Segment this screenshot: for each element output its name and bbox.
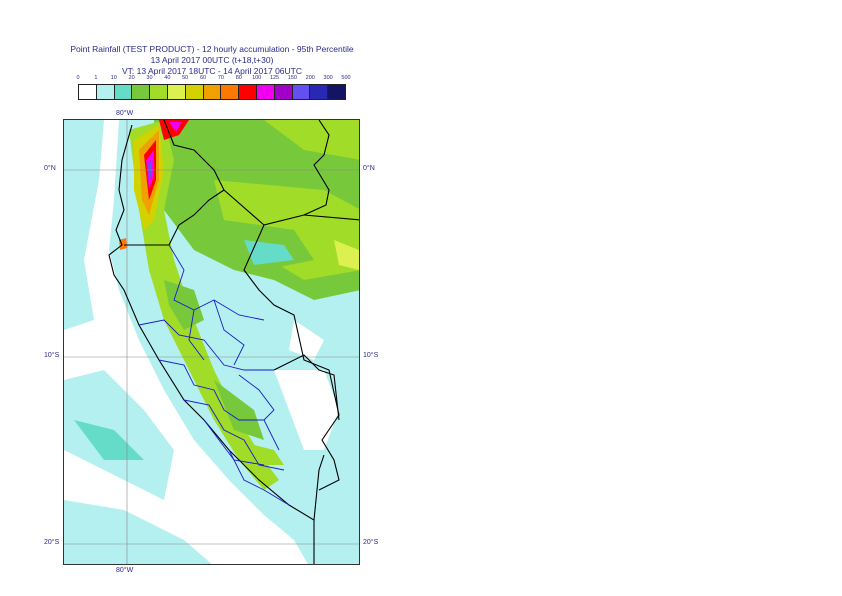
legend-swatch [239,85,257,99]
rainfall-map [63,119,360,565]
legend-tick-label: 500 [341,75,351,81]
lon-label-bottom: 80°W [116,567,134,574]
legend-swatch [132,85,151,99]
legend-swatch [185,85,204,99]
lat-label-20s-right: 20°S [363,539,379,546]
legend-tick-label: 70 [217,75,224,81]
chart-title-line1: Point Rainfall (TEST PRODUCT) - 12 hourl… [70,44,354,54]
legend-tick-label: 60 [200,75,207,81]
legend-tick-label: 40 [164,75,171,81]
lat-label-10s-right: 10°S [363,352,379,359]
legend-swatch [167,85,186,99]
legend-colorbar [78,84,346,100]
legend-tick-label: 30 [146,75,153,81]
legend-swatch [328,85,345,99]
legend-swatch [292,85,311,99]
legend-tick-label: 20 [128,75,135,81]
legend-tick-label: 300 [323,75,333,81]
lon-label-top: 80°W [116,110,134,117]
legend-swatch [310,85,329,99]
legend-tick-label: 10 [110,75,117,81]
legend-tick-label: 125 [269,75,280,81]
legend-swatch [114,85,133,99]
legend-tick-label: 100 [252,75,262,81]
chart-title-line3: VT: 13 April 2017 18UTC - 14 April 2017 … [121,66,302,76]
legend-swatch [96,85,115,99]
legend-tick-labels: 0 1 10 20 30 40 50 60 70 80 100 125 150 200 300 500 [70,75,360,85]
lat-label-10s-left: 10°S [44,352,60,359]
legend-tick-label: 0 [76,75,80,81]
lat-label-0n-left: 0°N [44,165,56,172]
legend-swatch [79,85,97,99]
legend-swatch [221,85,240,99]
legend-swatch [274,85,293,99]
legend-swatch [203,85,222,99]
legend-swatch [256,85,275,99]
legend-tick-label: 1 [94,75,98,81]
lat-label-0n-right: 0°N [363,165,375,172]
legend-swatch [150,85,168,99]
legend-tick-label: 150 [287,75,297,81]
chart-title-line2: 13 April 2017 00UTC (t+18,t+30) [150,55,274,65]
legend-tick-label: 80 [235,75,242,81]
lat-label-20s-left: 20°S [44,539,60,546]
legend-tick-label: 50 [182,75,189,81]
legend-tick-label: 200 [305,75,315,81]
